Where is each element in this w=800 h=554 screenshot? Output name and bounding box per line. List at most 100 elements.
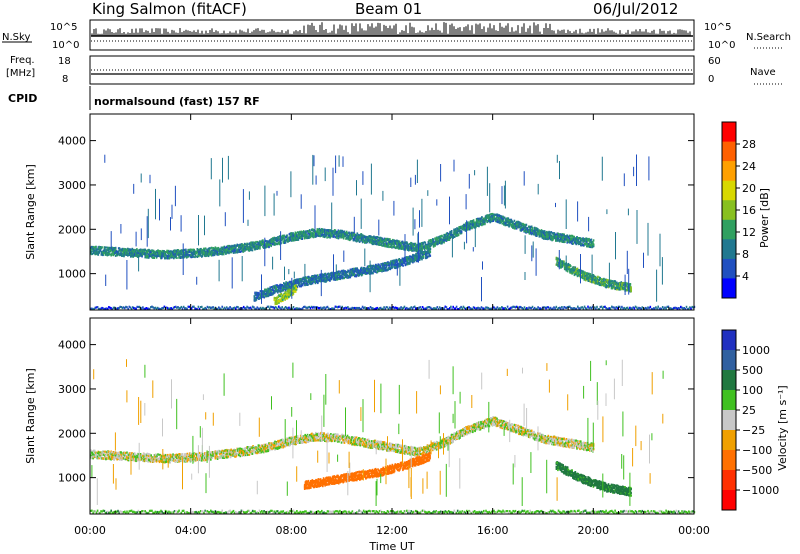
data-cell xyxy=(136,248,138,251)
data-cell xyxy=(283,285,286,288)
data-cell xyxy=(500,215,502,218)
data-cell xyxy=(357,268,359,271)
data-cell xyxy=(267,244,269,247)
data-cell xyxy=(203,247,205,250)
data-cell xyxy=(349,235,352,238)
data-cell xyxy=(309,280,312,283)
data-cell xyxy=(360,266,363,269)
data-cell xyxy=(254,297,256,300)
data-cell xyxy=(395,241,398,244)
data-cell xyxy=(97,248,100,251)
data-cell xyxy=(331,232,334,235)
data-cell xyxy=(132,250,134,253)
data-cell xyxy=(372,239,374,242)
data-cell xyxy=(475,223,478,226)
data-cell xyxy=(287,238,290,241)
data-cell xyxy=(99,248,102,251)
data-cell xyxy=(106,252,109,255)
data-cell xyxy=(336,236,338,239)
data-cell xyxy=(305,232,307,235)
data-cell xyxy=(292,232,294,235)
data-cell xyxy=(435,236,438,239)
data-cell xyxy=(307,283,309,286)
data-cell xyxy=(420,244,423,247)
data-cell xyxy=(366,236,368,239)
data-cell xyxy=(480,222,482,225)
data-cell xyxy=(432,239,435,242)
data-cell xyxy=(522,223,525,226)
data-cell xyxy=(285,285,287,288)
data-cell xyxy=(213,253,216,257)
data-cell xyxy=(309,229,311,232)
data-cell xyxy=(552,237,555,240)
data-cell xyxy=(364,235,367,238)
data-cell xyxy=(274,297,277,300)
data-cell xyxy=(259,246,261,249)
data-cell xyxy=(163,255,165,258)
data-cell xyxy=(400,245,402,248)
data-cell xyxy=(389,242,392,246)
data-cell xyxy=(339,229,342,232)
data-cell xyxy=(323,276,325,279)
data-cell xyxy=(318,234,320,237)
data-cell xyxy=(444,238,447,241)
data-cell xyxy=(146,250,149,253)
data-cell xyxy=(317,274,319,277)
data-cell xyxy=(216,249,219,252)
data-cell xyxy=(523,229,525,233)
data-cell xyxy=(592,241,594,244)
data-cell xyxy=(429,248,432,251)
data-cell xyxy=(438,235,441,238)
data-cell xyxy=(561,233,564,236)
data-cell xyxy=(147,253,149,256)
data-cell xyxy=(409,262,411,265)
data-cell xyxy=(434,244,436,247)
data-cell xyxy=(108,246,110,250)
data-cell xyxy=(556,239,559,242)
data-cell xyxy=(284,282,287,285)
data-cell xyxy=(329,277,332,280)
data-cell xyxy=(363,240,365,243)
data-cell xyxy=(504,223,507,226)
data-cell xyxy=(297,237,300,240)
data-cell xyxy=(345,230,348,233)
data-cell xyxy=(352,235,354,238)
data-cell xyxy=(238,249,241,252)
data-cell xyxy=(330,229,332,232)
data-cell xyxy=(351,236,353,239)
data-cell xyxy=(368,241,371,244)
data-cell xyxy=(484,221,486,224)
data-cell xyxy=(394,266,397,269)
data-cell xyxy=(401,240,404,243)
data-cell xyxy=(364,236,367,240)
data-cell xyxy=(469,228,471,231)
data-cell xyxy=(207,254,210,258)
data-cell xyxy=(206,254,208,257)
data-cell xyxy=(440,238,442,241)
data-cell xyxy=(159,252,162,256)
data-cell xyxy=(188,254,191,257)
data-cell xyxy=(283,235,285,238)
data-cell xyxy=(147,254,149,257)
data-cell xyxy=(101,246,103,249)
data-cell xyxy=(385,241,387,244)
data-cell xyxy=(558,239,561,242)
data-cell xyxy=(562,239,565,242)
data-cell xyxy=(292,280,295,283)
data-cell xyxy=(109,249,112,252)
data-cell xyxy=(428,255,430,258)
data-cell xyxy=(448,233,451,236)
data-cell xyxy=(363,267,366,270)
data-cell xyxy=(300,285,302,288)
data-cell xyxy=(378,242,380,245)
data-cell xyxy=(564,238,566,241)
data-cell xyxy=(108,251,110,254)
data-cell xyxy=(407,247,410,251)
data-cell xyxy=(294,234,297,237)
data-cell xyxy=(538,229,541,232)
data-cell xyxy=(545,237,547,240)
data-cell xyxy=(424,241,427,244)
data-cell xyxy=(543,232,545,235)
data-cell xyxy=(520,222,522,225)
data-cell xyxy=(224,246,226,249)
